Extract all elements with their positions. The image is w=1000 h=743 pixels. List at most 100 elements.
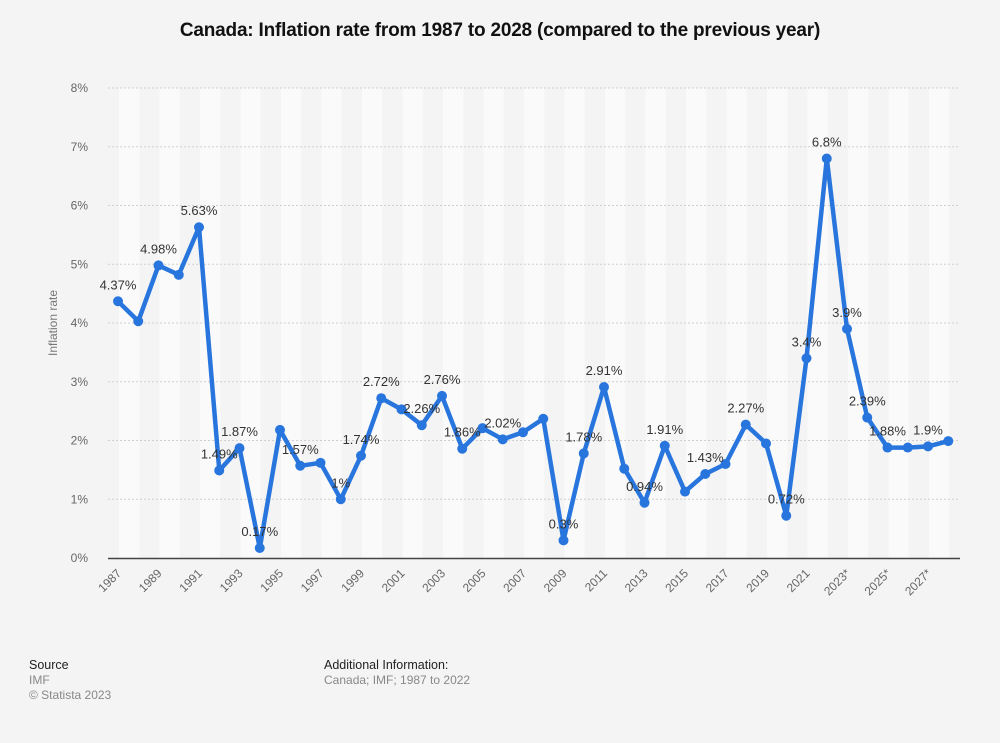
data-point[interactable]	[254, 543, 265, 554]
y-axis-ticks: 0% 1% 2% 3% 4% 5% 6% 7% 8%	[71, 81, 89, 565]
data-label: 2.91%	[586, 363, 623, 378]
y-tick-label: 2%	[71, 434, 89, 448]
data-point[interactable]	[639, 497, 650, 508]
data-point[interactable]	[680, 486, 690, 497]
data-point[interactable]	[396, 404, 407, 415]
x-tick-label: 1999	[338, 566, 367, 595]
data-point[interactable]	[538, 413, 549, 424]
source-heading: Source	[29, 658, 69, 672]
footer-source: Source IMF © Statista 2023	[29, 658, 111, 703]
data-point[interactable]	[902, 442, 913, 453]
data-point[interactable]	[761, 438, 771, 449]
y-tick-label: 5%	[71, 257, 89, 271]
x-tick-label: 1997	[298, 566, 327, 595]
data-point[interactable]	[214, 465, 225, 476]
data-point[interactable]	[882, 442, 893, 453]
data-label: 2.39%	[849, 394, 886, 409]
x-tick-label: 2005	[460, 566, 489, 595]
x-tick-label: 2017	[703, 566, 732, 595]
data-point[interactable]	[700, 468, 711, 479]
data-point[interactable]	[416, 420, 427, 431]
data-label: 1.87%	[221, 424, 258, 439]
data-point[interactable]	[477, 423, 488, 434]
data-point[interactable]	[842, 323, 852, 334]
x-tick-label: 2001	[379, 566, 408, 595]
data-label: 1.78%	[565, 429, 602, 444]
data-point[interactable]	[943, 436, 954, 447]
data-point[interactable]	[376, 393, 387, 404]
data-label: 1.91%	[646, 422, 683, 437]
x-tick-label: 2007	[500, 566, 529, 595]
x-tick-label: 2013	[622, 566, 651, 595]
data-label: 1%	[331, 475, 350, 490]
series-line	[113, 153, 954, 554]
y-tick-label: 8%	[71, 81, 89, 95]
data-point[interactable]	[194, 222, 204, 233]
source-name[interactable]: IMF	[29, 673, 50, 687]
data-point[interactable]	[720, 459, 731, 469]
x-tick-label: 2009	[541, 566, 570, 595]
data-label: 2.76%	[424, 372, 461, 387]
data-label: 1.9%	[913, 422, 943, 437]
y-axis-label: Inflation rate	[46, 290, 60, 356]
data-point[interactable]	[599, 382, 609, 393]
data-point[interactable]	[578, 448, 589, 459]
additional-info-heading: Additional Information:	[324, 658, 449, 672]
data-point[interactable]	[862, 412, 873, 423]
data-point[interactable]	[923, 441, 933, 452]
chart-title: Canada: Inflation rate from 1987 to 2028…	[179, 20, 821, 41]
data-label: 2.27%	[727, 401, 764, 416]
data-label: 1.88%	[869, 424, 906, 439]
additional-info-text: Canada; IMF; 1987 to 2022	[324, 673, 471, 687]
x-tick-label: 1989	[136, 566, 165, 595]
data-label: 6.8%	[812, 135, 842, 150]
series-path	[115, 156, 951, 551]
data-point[interactable]	[275, 424, 285, 435]
y-tick-label: 0%	[71, 551, 89, 565]
data-point[interactable]	[619, 463, 630, 474]
data-point[interactable]	[133, 316, 144, 327]
data-label: 1.57%	[282, 442, 319, 457]
data-point[interactable]	[295, 460, 306, 471]
data-point[interactable]	[659, 440, 670, 451]
gridlines	[108, 87, 960, 500]
data-label: 1.49%	[201, 446, 238, 461]
data-label: 0.72%	[768, 492, 805, 507]
data-point[interactable]	[497, 434, 508, 445]
data-point[interactable]	[801, 353, 812, 364]
x-axis-ticks: 1987 1989 1991 1993 1995 1997 1999 2001 2003 2005…	[95, 566, 934, 598]
data-label: 1.86%	[444, 425, 481, 440]
data-point[interactable]	[356, 450, 366, 461]
data-point[interactable]	[781, 510, 792, 521]
y-tick-label: 7%	[71, 140, 89, 154]
x-tick-label: 2011	[582, 566, 610, 594]
data-point[interactable]	[113, 296, 123, 307]
data-point[interactable]	[173, 269, 184, 280]
data-label: 0.17%	[241, 524, 278, 539]
data-label: 1.74%	[343, 432, 380, 447]
line-chart: 0%1%2%3%4%5%6%7%8% Inflation rate 1987 19…	[46, 81, 960, 598]
data-point[interactable]	[153, 260, 164, 271]
x-tick-label: 2021	[784, 566, 813, 595]
x-tick-label: 1995	[257, 566, 286, 595]
y-tick-label: 6%	[71, 199, 89, 213]
x-tick-label: 2025*	[862, 566, 894, 598]
data-point[interactable]	[437, 390, 447, 401]
data-point[interactable]	[740, 419, 751, 430]
data-point[interactable]	[335, 494, 346, 505]
data-point[interactable]	[315, 457, 326, 468]
x-tick-label: 2019	[743, 566, 772, 595]
data-point[interactable]	[558, 535, 569, 546]
copyright: © Statista 2023	[29, 688, 112, 702]
x-tick-label: 1991	[176, 566, 205, 595]
footer-additional-info: Additional Information: Canada; IMF; 198…	[324, 658, 470, 688]
y-tick-label: 1%	[71, 492, 89, 506]
data-point[interactable]	[234, 443, 245, 454]
data-label: 3.4%	[792, 334, 822, 349]
data-label: 0.3%	[549, 516, 579, 531]
data-point[interactable]	[518, 427, 528, 438]
data-point[interactable]	[457, 443, 468, 454]
data-label: 4.98%	[140, 241, 177, 256]
data-point[interactable]	[821, 153, 832, 164]
x-tick-label: 1993	[217, 566, 246, 595]
